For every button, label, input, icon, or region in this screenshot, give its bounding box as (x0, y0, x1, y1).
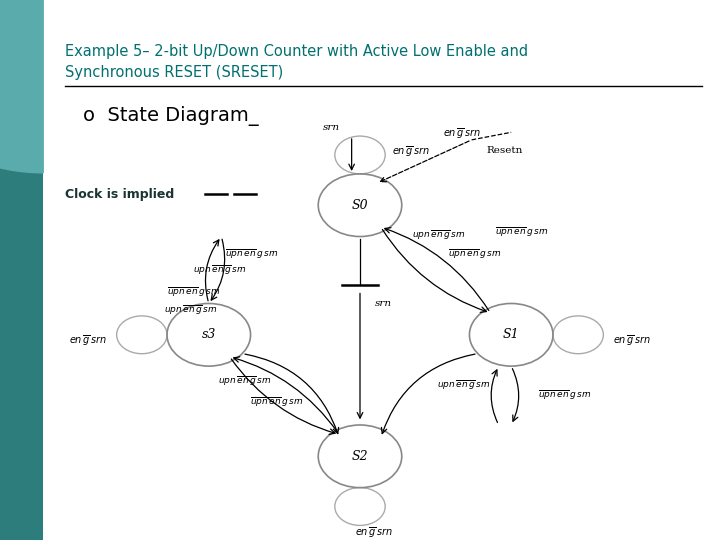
Text: Synchronous RESET (SRESET): Synchronous RESET (SRESET) (65, 65, 283, 80)
Text: $en\,\overline{g}\,srn$: $en\,\overline{g}\,srn$ (613, 333, 651, 348)
Text: $\overline{upn}\,\overline{en}\,g\,srn$: $\overline{upn}\,\overline{en}\,g\,srn$ (251, 395, 304, 409)
Text: $\overline{upn}\,\overline{en}\,g\,srn$: $\overline{upn}\,\overline{en}\,g\,srn$ (539, 389, 592, 402)
Polygon shape (0, 0, 43, 173)
Text: srn: srn (374, 299, 392, 308)
Text: $upn\,\overline{en}\,\overline{g}\,srn$: $upn\,\overline{en}\,\overline{g}\,srn$ (218, 374, 271, 388)
Text: $en\,\overline{g}\,srn$: $en\,\overline{g}\,srn$ (443, 126, 481, 141)
Text: $\overline{upn}\,\overline{en}\,g\,srn$: $\overline{upn}\,\overline{en}\,g\,srn$ (449, 247, 502, 261)
Text: o  State Diagram_: o State Diagram_ (83, 106, 258, 126)
Text: $upn\,\overline{en}\,\overline{g}\,srn$: $upn\,\overline{en}\,\overline{g}\,srn$ (413, 228, 466, 242)
Text: Resetn: Resetn (486, 145, 523, 154)
Text: S2: S2 (351, 450, 369, 463)
Text: S1: S1 (503, 328, 520, 341)
Text: $upn\,\overline{en}\,\overline{g}\,srn$: $upn\,\overline{en}\,\overline{g}\,srn$ (438, 378, 491, 392)
Text: s3: s3 (202, 328, 216, 341)
Text: $\overline{upn}\,\overline{en}\,g\,srn$: $\overline{upn}\,\overline{en}\,g\,srn$ (168, 285, 221, 299)
Text: S0: S0 (351, 199, 369, 212)
Text: Example 5– 2-bit Up/Down Counter with Active Low Enable and: Example 5– 2-bit Up/Down Counter with Ac… (65, 44, 528, 59)
Text: $en\,\overline{g}\,srn$: $en\,\overline{g}\,srn$ (392, 144, 431, 159)
Text: $upn\,\overline{en}\,\overline{g}\,srn$: $upn\,\overline{en}\,\overline{g}\,srn$ (193, 263, 246, 277)
Text: $en\,\overline{g}\,srn$: $en\,\overline{g}\,srn$ (69, 333, 107, 348)
Text: srn: srn (323, 123, 340, 132)
Text: $upn\,\overline{en}\,\overline{g}\,srn$: $upn\,\overline{en}\,\overline{g}\,srn$ (164, 303, 217, 318)
Text: $\overline{upn}\,\overline{en}\,g\,srn$: $\overline{upn}\,\overline{en}\,g\,srn$ (225, 247, 279, 261)
Polygon shape (0, 0, 43, 540)
Text: Clock is implied: Clock is implied (65, 188, 174, 201)
Text: $\overline{upn}\,\overline{en}\,g\,srn$: $\overline{upn}\,\overline{en}\,g\,srn$ (495, 225, 549, 239)
Text: $en\,\overline{g}\,srn$: $en\,\overline{g}\,srn$ (356, 525, 393, 540)
